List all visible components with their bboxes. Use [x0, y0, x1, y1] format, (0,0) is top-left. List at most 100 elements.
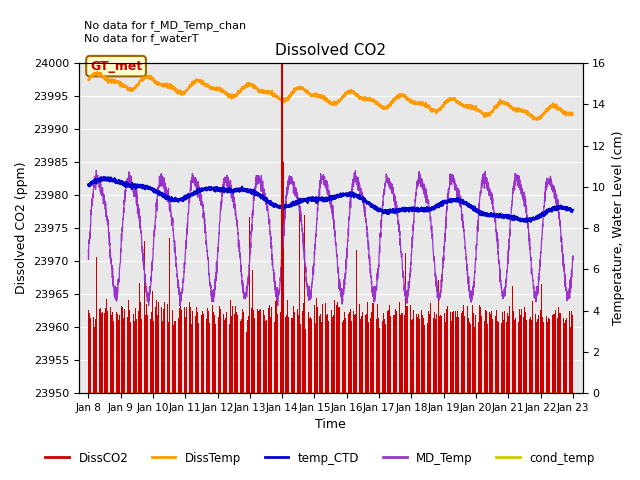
- Bar: [339, 307, 340, 393]
- Bar: [354, 315, 355, 393]
- Bar: [516, 309, 518, 393]
- Bar: [546, 316, 547, 393]
- Bar: [468, 318, 469, 393]
- Bar: [278, 312, 280, 393]
- Bar: [359, 304, 360, 393]
- Bar: [106, 299, 107, 393]
- Bar: [469, 323, 470, 393]
- Bar: [396, 311, 397, 393]
- Bar: [317, 307, 318, 393]
- Bar: [297, 309, 298, 393]
- Bar: [94, 326, 95, 393]
- Bar: [520, 315, 521, 393]
- Bar: [309, 318, 310, 393]
- Bar: [504, 311, 506, 393]
- Bar: [408, 307, 410, 393]
- Bar: [457, 311, 458, 393]
- Bar: [205, 320, 207, 393]
- Bar: [219, 306, 220, 393]
- Y-axis label: Dissolved CO2 (ppm): Dissolved CO2 (ppm): [15, 162, 28, 294]
- Bar: [524, 307, 525, 393]
- Bar: [288, 317, 289, 393]
- Bar: [446, 309, 447, 393]
- Bar: [147, 315, 148, 393]
- Bar: [237, 315, 238, 393]
- Bar: [332, 317, 333, 393]
- Bar: [186, 307, 187, 393]
- Bar: [168, 322, 169, 393]
- Text: GT_met: GT_met: [90, 60, 142, 72]
- Bar: [558, 307, 559, 393]
- Bar: [451, 321, 452, 393]
- Bar: [110, 307, 111, 393]
- Bar: [320, 314, 321, 393]
- Bar: [113, 321, 115, 393]
- Bar: [129, 310, 130, 393]
- Bar: [491, 311, 492, 393]
- Legend: DissCO2, DissTemp, temp_CTD, MD_Temp, cond_temp: DissCO2, DissTemp, temp_CTD, MD_Temp, co…: [41, 447, 599, 469]
- Bar: [276, 295, 277, 393]
- Bar: [293, 306, 294, 393]
- Bar: [179, 308, 180, 393]
- Bar: [263, 310, 264, 393]
- Bar: [191, 324, 192, 393]
- Bar: [259, 310, 260, 393]
- Bar: [458, 316, 459, 393]
- Bar: [197, 312, 198, 393]
- Bar: [350, 309, 351, 393]
- Bar: [470, 324, 471, 393]
- Bar: [356, 250, 357, 393]
- Bar: [321, 323, 322, 393]
- Bar: [456, 317, 457, 393]
- Bar: [424, 325, 425, 393]
- Bar: [497, 321, 498, 393]
- Bar: [156, 300, 157, 393]
- Bar: [289, 314, 291, 393]
- Bar: [454, 312, 456, 393]
- Bar: [362, 312, 364, 393]
- Bar: [124, 309, 125, 393]
- Bar: [444, 312, 445, 393]
- Bar: [163, 309, 164, 393]
- Bar: [121, 306, 122, 393]
- Bar: [89, 313, 90, 393]
- Bar: [260, 309, 261, 393]
- Bar: [298, 315, 299, 393]
- Bar: [377, 304, 378, 393]
- Bar: [253, 311, 254, 393]
- Title: Dissolved CO2: Dissolved CO2: [275, 43, 386, 58]
- Bar: [552, 315, 553, 393]
- Bar: [275, 301, 276, 393]
- Bar: [550, 310, 552, 393]
- Bar: [112, 312, 113, 393]
- Bar: [477, 322, 479, 393]
- Bar: [159, 319, 161, 393]
- Bar: [148, 310, 150, 393]
- Bar: [536, 322, 537, 393]
- Bar: [523, 317, 524, 393]
- Bar: [479, 305, 480, 393]
- Bar: [439, 316, 440, 393]
- Bar: [378, 318, 379, 393]
- Bar: [117, 313, 118, 393]
- Bar: [394, 315, 395, 393]
- Bar: [382, 322, 383, 393]
- Bar: [337, 302, 338, 393]
- Bar: [151, 312, 152, 393]
- Bar: [435, 319, 436, 393]
- Bar: [280, 312, 281, 393]
- Bar: [349, 312, 350, 393]
- Bar: [304, 215, 305, 393]
- Bar: [412, 319, 413, 393]
- Bar: [492, 319, 493, 393]
- Bar: [139, 283, 140, 393]
- Bar: [531, 320, 532, 393]
- Bar: [266, 320, 268, 393]
- Bar: [122, 307, 123, 393]
- Bar: [258, 311, 259, 393]
- Bar: [569, 312, 570, 393]
- Bar: [247, 320, 248, 393]
- Bar: [207, 309, 208, 393]
- Bar: [225, 318, 226, 393]
- Bar: [371, 312, 372, 393]
